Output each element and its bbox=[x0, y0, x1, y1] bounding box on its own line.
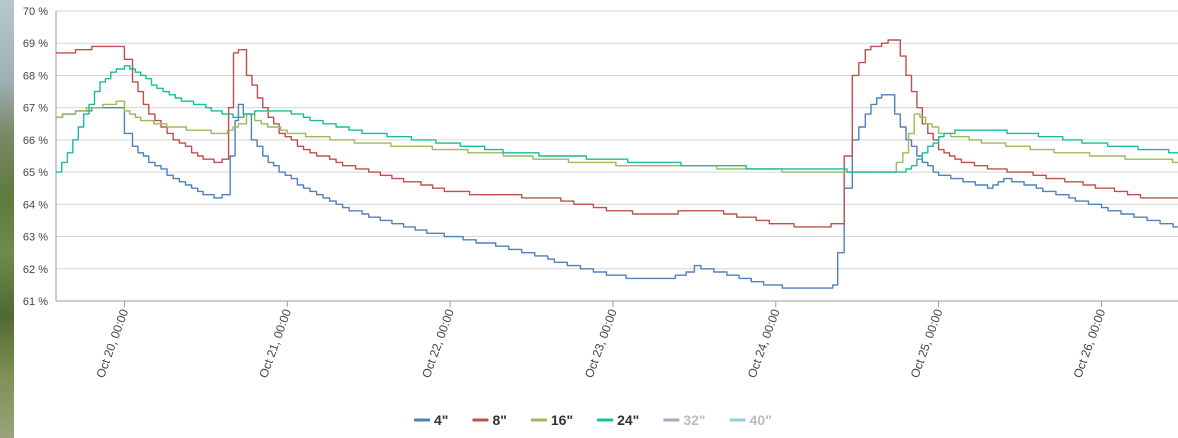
legend-label-3[interactable]: 24" bbox=[617, 412, 639, 428]
y-tick-label-3: 64 % bbox=[23, 199, 48, 211]
x-axis-ticks: Oct 20, 00:00 Oct 21, 00:00 Oct 22, 00:00 O… bbox=[93, 301, 1108, 380]
x-tick-label-0: Oct 20, 00:00 bbox=[93, 307, 131, 380]
grid bbox=[55, 10, 1178, 302]
x-tick-label-6: Oct 26, 00:00 bbox=[1070, 307, 1108, 380]
legend-label-0[interactable]: 4" bbox=[434, 412, 448, 428]
series-line-2 bbox=[56, 100, 1178, 173]
legend-label-4[interactable]: 32" bbox=[683, 412, 705, 428]
x-tick-label-1: Oct 21, 00:00 bbox=[256, 307, 294, 380]
y-tick-label-4: 65 % bbox=[23, 167, 48, 179]
series-line-1 bbox=[56, 39, 1178, 228]
y-tick-label-0: 61 % bbox=[23, 296, 48, 308]
y-tick-label-1: 62 % bbox=[23, 264, 48, 276]
series-line-3 bbox=[56, 65, 1178, 173]
series-line-0 bbox=[56, 94, 1178, 289]
x-tick-label-2: Oct 22, 00:00 bbox=[419, 307, 457, 380]
x-tick-label-5: Oct 25, 00:00 bbox=[908, 307, 946, 380]
legend-label-1[interactable]: 8" bbox=[492, 412, 506, 428]
legend-label-5[interactable]: 40" bbox=[750, 412, 772, 428]
y-tick-label-9: 70 % bbox=[23, 6, 48, 18]
x-tick-label-4: Oct 24, 00:00 bbox=[745, 307, 783, 380]
y-tick-label-5: 66 % bbox=[23, 135, 48, 147]
background-photo-strip bbox=[0, 0, 14, 438]
y-tick-label-8: 69 % bbox=[23, 38, 48, 50]
series-lines bbox=[56, 39, 1178, 289]
y-tick-label-7: 68 % bbox=[23, 70, 48, 82]
legend: 4" 8" 16" 24" 32" 40" bbox=[414, 412, 772, 428]
x-tick-label-3: Oct 23, 00:00 bbox=[582, 307, 620, 380]
y-tick-label-6: 67 % bbox=[23, 103, 48, 115]
y-axis-ticks: 61 % 62 % 63 % 64 % 65 % 66 % 67 % 68 % 69 % 70 % bbox=[23, 6, 48, 308]
legend-label-2[interactable]: 16" bbox=[551, 412, 573, 428]
y-tick-label-2: 63 % bbox=[23, 232, 48, 244]
